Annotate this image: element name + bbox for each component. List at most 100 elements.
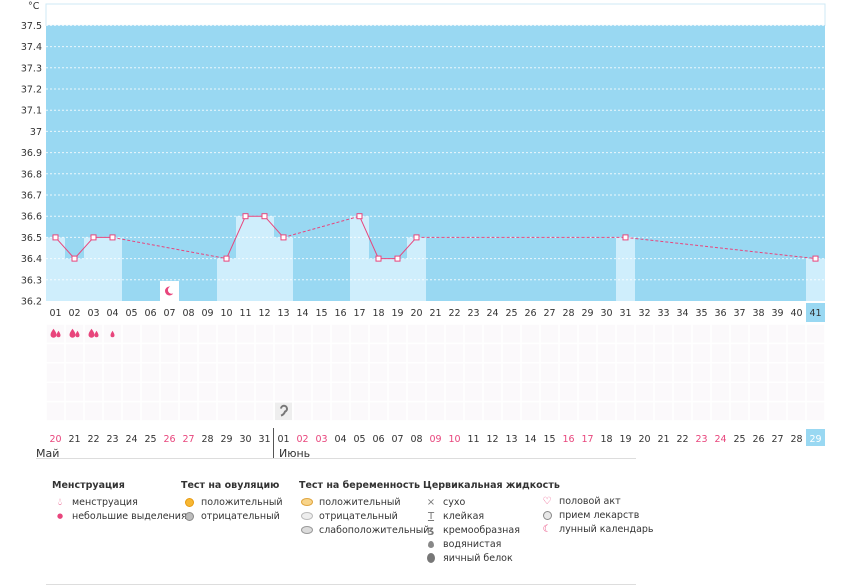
cycle-day-09: 09 bbox=[201, 308, 213, 319]
y-tick-37.4: 37.4 bbox=[21, 42, 42, 53]
temp-point-day-12 bbox=[261, 213, 268, 220]
cycle-day-32: 32 bbox=[638, 308, 650, 319]
legend-label: водянистая bbox=[443, 538, 502, 550]
blood-drop-icon bbox=[56, 330, 61, 338]
y-tick-37.1: 37.1 bbox=[21, 106, 42, 117]
date-28: 28 bbox=[201, 434, 213, 445]
cycle-day-12: 12 bbox=[258, 308, 270, 319]
y-tick-36.9: 36.9 bbox=[21, 148, 42, 159]
blood-drop-icon bbox=[69, 328, 76, 338]
creamy-icon bbox=[280, 404, 288, 417]
cycle-day-14: 14 bbox=[296, 308, 308, 319]
footer-divider bbox=[46, 584, 636, 585]
temp-segment-4-10 bbox=[112, 236, 227, 260]
cycle-day-01: 01 bbox=[49, 308, 61, 319]
legend-label: клейкая bbox=[443, 510, 485, 522]
cycle-day-40: 40 bbox=[790, 308, 802, 319]
temp-bar-day-31 bbox=[616, 237, 635, 301]
legend-label: прием лекарств bbox=[559, 509, 640, 521]
date-17: 17 bbox=[581, 434, 593, 445]
y-tick-37: 37 bbox=[30, 127, 42, 138]
cervical-cell bbox=[275, 402, 292, 420]
cycle-day-34: 34 bbox=[676, 308, 688, 319]
legend-row-pregnancy-positive: положительный bbox=[299, 495, 429, 509]
cycle-day-02: 02 bbox=[68, 308, 80, 319]
y-tick-36.4: 36.4 bbox=[21, 254, 42, 265]
date-16: 16 bbox=[562, 434, 574, 445]
cycle-day-08: 08 bbox=[182, 308, 194, 319]
legend-row-light: ● небольшие выделения bbox=[52, 509, 187, 523]
cycle-day-highlight bbox=[806, 303, 825, 322]
cycle-day-13: 13 bbox=[277, 308, 289, 319]
small-blood-drop-icon: ● bbox=[56, 512, 64, 520]
blood-drop-icon bbox=[88, 328, 95, 338]
temp-segment-17-18 bbox=[359, 215, 379, 259]
cycle-day-22: 22 bbox=[448, 308, 460, 319]
cycle-day-24: 24 bbox=[486, 308, 498, 319]
legend-menstruation-title: Менструация bbox=[52, 480, 125, 491]
y-tick-36.6: 36.6 bbox=[21, 212, 42, 223]
date-22: 22 bbox=[87, 434, 99, 445]
pill-icon bbox=[539, 510, 555, 520]
y-tick-37.2: 37.2 bbox=[21, 85, 42, 96]
y-tick-36.7: 36.7 bbox=[21, 191, 42, 202]
legend-row-dry: × сухо bbox=[423, 495, 560, 509]
legend-label: слабоположительный bbox=[319, 524, 430, 536]
date-29: 29 bbox=[809, 434, 821, 445]
temp-segment-19-20 bbox=[397, 237, 417, 259]
temp-point-day-19 bbox=[394, 255, 401, 262]
date-21: 21 bbox=[68, 434, 80, 445]
temp-point-day-2 bbox=[71, 255, 78, 262]
date-27: 27 bbox=[771, 434, 783, 445]
bbt-chart: °C 36.2 36.3 36.4 36.5 36.6 36.7 36.8 36.9 37 37.… bbox=[21, 1, 826, 459]
cycle-day-41: 41 bbox=[809, 308, 821, 319]
temp-point-day-20 bbox=[413, 234, 420, 241]
legend-label: положительный bbox=[319, 496, 401, 508]
date-31: 31 bbox=[258, 434, 270, 445]
temp-point-day-17 bbox=[356, 213, 363, 220]
date-24: 24 bbox=[714, 434, 726, 445]
temp-point-day-13 bbox=[280, 234, 287, 241]
pregnancy-negative-icon bbox=[299, 512, 315, 520]
legend-other: ♡ половой акт прием лекарств ☾ лунный кале… bbox=[539, 494, 654, 536]
date-06: 06 bbox=[372, 434, 384, 445]
ovulation-negative-icon bbox=[181, 511, 197, 521]
cycle-day-39: 39 bbox=[771, 308, 783, 319]
temp-point-day-18 bbox=[375, 255, 382, 262]
plot-top-margin bbox=[45, 3, 826, 26]
legend-pregnancy: Тест на беременность положительный отриц… bbox=[299, 480, 429, 537]
legend-row-lunar: ☾ лунный календарь bbox=[539, 522, 654, 536]
y-tick-36.2: 36.2 bbox=[21, 297, 42, 308]
legend-row-ovulation-positive: положительный bbox=[181, 495, 283, 509]
temp-bar-day-19 bbox=[388, 258, 407, 301]
date-21: 21 bbox=[657, 434, 669, 445]
temp-bar-day-4 bbox=[103, 237, 122, 301]
date-27: 27 bbox=[182, 434, 194, 445]
cycle-day-33: 33 bbox=[657, 308, 669, 319]
pregnancy-weak-icon bbox=[299, 526, 315, 534]
legend-label: отрицательный bbox=[319, 510, 398, 522]
temp-point-day-10 bbox=[223, 255, 230, 262]
date-19: 19 bbox=[619, 434, 631, 445]
temp-bar-day-20 bbox=[407, 237, 426, 301]
cycle-day-29: 29 bbox=[581, 308, 593, 319]
moon-icon: ☾ bbox=[542, 523, 552, 535]
cycle-day-37: 37 bbox=[733, 308, 745, 319]
legend-row-ovulation-negative: отрицательный bbox=[181, 509, 283, 523]
temp-point-day-4 bbox=[109, 234, 116, 241]
date-23: 23 bbox=[106, 434, 118, 445]
cycle-day-05: 05 bbox=[125, 308, 137, 319]
legend-pregnancy-title: Тест на беременность bbox=[299, 480, 420, 491]
date-12: 12 bbox=[486, 434, 498, 445]
legend-label: положительный bbox=[201, 496, 283, 508]
small-blood-drop-icon bbox=[110, 330, 115, 338]
cycle-day-15: 15 bbox=[315, 308, 327, 319]
cycle-day-27: 27 bbox=[543, 308, 555, 319]
date-03: 03 bbox=[315, 434, 327, 445]
y-tick-37.3: 37.3 bbox=[21, 63, 42, 74]
temp-segment-1-2 bbox=[55, 237, 75, 259]
month-label-june: Июнь bbox=[279, 447, 311, 460]
date-28: 28 bbox=[790, 434, 802, 445]
plot-area bbox=[46, 25, 825, 302]
